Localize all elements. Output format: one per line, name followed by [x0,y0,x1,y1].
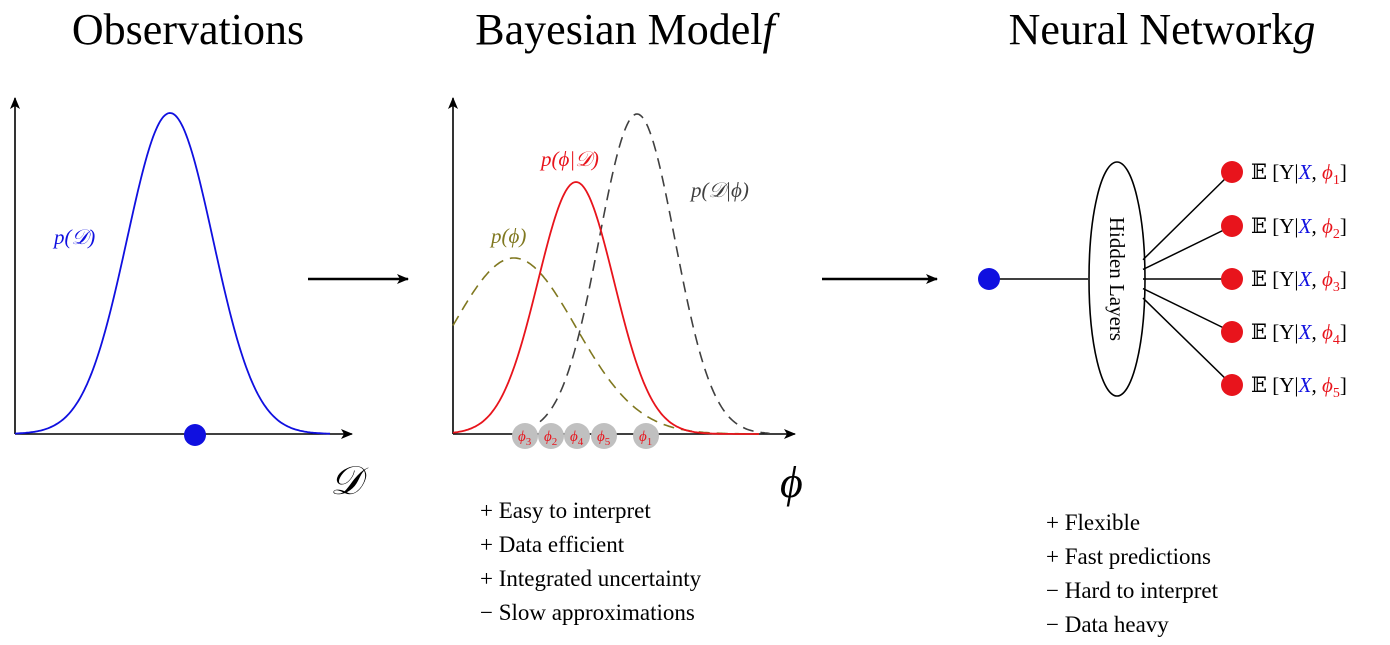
hidden-layers-label: Hidden Layers [1105,217,1129,341]
output-label: 𝔼 [Y|X, ϕ1] [1251,160,1347,188]
output-label: 𝔼 [Y|X, ϕ5] [1251,373,1347,401]
bayesian-title-symbol: f [762,5,780,54]
posterior-curve [452,181,759,435]
posterior-sample-label: ϕ3 [518,429,532,448]
posterior-sample-label: ϕ1 [639,429,652,448]
bayesian-pro-1: + Easy to interpret [480,498,651,523]
output-connection [1142,225,1233,271]
likelihood-curve [539,113,770,435]
bayesian-title: Bayesian Modelf [475,5,780,54]
output-connection [1142,171,1233,261]
bayesian-pros-cons: + Easy to interpret + Data efficient + I… [480,498,702,625]
neural-title-symbol: g [1293,5,1315,54]
posterior-sample-label: ϕ4 [570,429,584,448]
output-node-group: 𝔼 [Y|X, ϕ4] [1142,287,1347,348]
neural-pro-2: + Fast predictions [1046,544,1211,569]
output-label: 𝔼 [Y|X, ϕ4] [1251,320,1347,348]
posterior-sample: ϕ4 [564,423,590,449]
posterior-sample-label: ϕ2 [544,429,557,448]
observations-panel: Observations p(𝒟) 𝒟 [10,5,369,503]
output-node-group: 𝔼 [Y|X, ϕ5] [1142,297,1347,401]
prior-curve [452,257,759,435]
observations-density-curve [15,112,331,435]
output-node-group: 𝔼 [Y|X, ϕ3] [1143,267,1347,295]
posterior-sample-marker [538,423,564,449]
neural-con-2: − Data heavy [1046,612,1169,637]
neural-title-text: Neural Network [1009,5,1294,54]
likelihood-label: p(𝒟|ϕ) [689,178,749,202]
posterior-sample-marker [512,423,538,449]
bayesian-title-text: Bayesian Model [475,5,762,54]
bayesian-panel: Bayesian Modelf p(ϕ|𝒟) p(𝒟|ϕ) p(ϕ) ϕ3 ϕ2 ϕ… [448,5,803,625]
posterior-sample-label: ϕ5 [597,429,611,448]
posterior-samples: ϕ3 ϕ2 ϕ4 ϕ5 ϕ1 [512,423,659,449]
posterior-sample: ϕ1 [633,423,659,449]
posterior-label: p(ϕ|𝒟) [539,147,599,171]
output-node [1221,268,1243,290]
output-node [1221,161,1243,183]
neural-con-1: − Hard to interpret [1046,578,1219,603]
neural-pros-cons: + Flexible + Fast predictions − Hard to … [1046,510,1219,637]
observations-axis-label: 𝒟 [330,458,369,503]
output-label: 𝔼 [Y|X, ϕ2] [1251,214,1347,242]
output-node [1221,321,1243,343]
posterior-sample-marker [564,423,590,449]
bayesian-axis-label: ϕ [780,458,803,507]
observation-point [184,424,206,446]
prior-label: p(ϕ) [489,224,526,248]
output-node [1221,374,1243,396]
observations-title: Observations [72,5,304,54]
posterior-sample: ϕ3 [512,423,538,449]
posterior-sample: ϕ2 [538,423,564,449]
neural-panel: Neural Networkg Hidden Layers 𝔼 [Y|X, ϕ1… [978,5,1347,637]
posterior-sample: ϕ5 [591,423,617,449]
neural-title: Neural Networkg [1009,5,1316,54]
bayesian-con-1: − Slow approximations [480,600,695,625]
posterior-sample-marker [591,423,617,449]
output-node-group: 𝔼 [Y|X, ϕ1] [1142,160,1347,261]
input-node [978,268,1000,290]
bayesian-pro-2: + Data efficient [480,532,625,557]
output-label: 𝔼 [Y|X, ϕ3] [1251,267,1347,295]
output-connection [1142,287,1233,333]
output-connection [1142,297,1233,386]
bayesian-pro-3: + Integrated uncertainty [480,566,702,591]
output-nodes: 𝔼 [Y|X, ϕ1] 𝔼 [Y|X, ϕ2] 𝔼 [Y|X, ϕ3] 𝔼 [Y|X,… [1142,160,1347,401]
observations-curve-label: p(𝒟) [52,225,95,249]
output-node [1221,215,1243,237]
output-node-group: 𝔼 [Y|X, ϕ2] [1142,214,1347,271]
posterior-sample-marker [633,423,659,449]
neural-pro-1: + Flexible [1046,510,1140,535]
